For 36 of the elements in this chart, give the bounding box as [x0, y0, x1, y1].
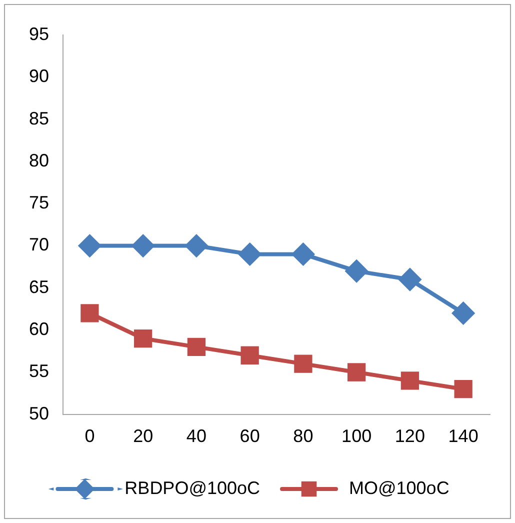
x-tick-label: 60: [240, 426, 260, 446]
y-tick-label: 65: [28, 276, 50, 297]
point: [452, 302, 474, 324]
y-tick-label: 50: [28, 403, 50, 424]
y-tick-label: 70: [28, 234, 50, 255]
legend-label: MO@100oC: [349, 478, 450, 498]
y-tick-label: 80: [28, 150, 50, 170]
point: [185, 234, 208, 257]
y-tick-label: 75: [28, 192, 50, 213]
x-tick-label: 140: [448, 426, 478, 446]
y-tick-label: 85: [28, 108, 50, 128]
point: [80, 304, 99, 322]
point: [400, 372, 420, 390]
y-tick-label: 90: [28, 66, 50, 86]
point: [398, 268, 421, 290]
y-tick-label: 95: [28, 24, 50, 44]
x-tick-label: 0: [84, 426, 95, 446]
legend-label: RBDPO@100oC: [124, 478, 260, 498]
point: [132, 234, 154, 257]
point: [134, 329, 152, 348]
point: [346, 260, 368, 282]
y-tick-label: 55: [28, 361, 50, 382]
point: [78, 234, 101, 257]
x-tick-label: 120: [394, 426, 425, 446]
x-tick-label: 100: [342, 426, 372, 446]
point: [240, 346, 259, 364]
point: [238, 243, 261, 266]
x-tick-label: 20: [133, 426, 154, 446]
x-tick-label: 40: [186, 426, 206, 446]
point: [348, 363, 366, 382]
point: [454, 380, 472, 398]
point: [187, 338, 206, 356]
point: [292, 243, 314, 266]
y-tick-label: 60: [28, 319, 50, 340]
x-tick-label: 80: [293, 426, 314, 446]
point: [294, 354, 312, 373]
